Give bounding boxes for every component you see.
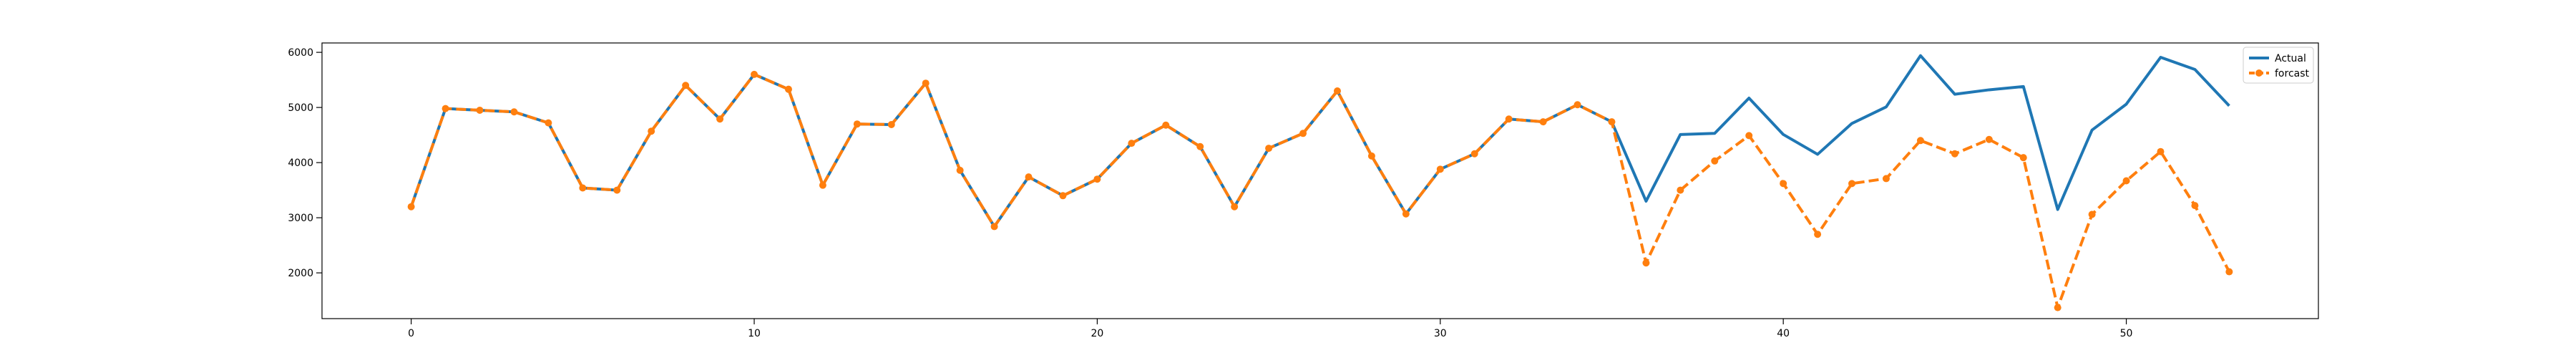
- legend-entry-0: Actual: [2249, 53, 2306, 64]
- series-layer: [407, 54, 2233, 311]
- data-point: [751, 70, 758, 78]
- data-point: [1916, 137, 1924, 145]
- data-point: [545, 119, 552, 127]
- data-point: [1505, 115, 1513, 123]
- data-point: [1196, 142, 1204, 150]
- y-tick-label: 2000: [288, 268, 313, 279]
- data-point: [922, 79, 930, 87]
- data-point: [1059, 192, 1067, 200]
- legend-marker: [2255, 69, 2263, 77]
- data-point: [716, 115, 724, 123]
- data-point: [510, 108, 518, 116]
- data-point: [990, 223, 998, 231]
- data-point: [1848, 180, 1856, 188]
- data-point: [407, 203, 415, 211]
- x-tick-label: 0: [408, 328, 414, 339]
- y-tick-label: 5000: [288, 102, 313, 114]
- series-1: [407, 70, 2233, 311]
- data-point: [613, 186, 621, 194]
- data-point: [2122, 177, 2130, 185]
- legend-label: Actual: [2275, 53, 2306, 64]
- data-point: [1436, 165, 1444, 173]
- x-tick-label: 50: [2120, 328, 2133, 339]
- data-point: [1539, 118, 1547, 126]
- data-point: [853, 120, 861, 128]
- legend: Actual forcast: [2243, 47, 2314, 84]
- data-point: [1128, 140, 1136, 147]
- data-point: [1574, 101, 1581, 109]
- x-tick-label: 20: [1091, 328, 1103, 339]
- data-point: [1951, 150, 1958, 158]
- data-point: [1745, 132, 1753, 140]
- data-point: [682, 82, 690, 90]
- data-point: [579, 184, 587, 192]
- data-point: [1780, 180, 1787, 188]
- data-point: [784, 85, 792, 93]
- data-point: [1265, 145, 1273, 153]
- data-point: [1882, 175, 1890, 183]
- data-point: [1367, 152, 1375, 160]
- data-point: [2054, 304, 2062, 311]
- legend-entry-1: forcast: [2249, 68, 2310, 79]
- data-point: [441, 105, 449, 112]
- y-tick-label: 6000: [288, 47, 313, 59]
- data-point: [1299, 130, 1307, 137]
- y-tick-label: 3000: [288, 213, 313, 224]
- data-point: [1642, 259, 1650, 267]
- data-point: [1677, 186, 1684, 194]
- data-point: [1093, 175, 1101, 183]
- y-tick-label: 4000: [288, 158, 313, 169]
- data-point: [476, 106, 484, 114]
- data-point: [1231, 203, 1239, 211]
- legend-label: forcast: [2275, 68, 2310, 79]
- data-point: [1814, 231, 1822, 238]
- data-point: [1985, 135, 1993, 143]
- series-line-1: [409, 72, 2231, 309]
- data-point: [1608, 118, 1616, 126]
- plot-frame: [321, 42, 2319, 319]
- data-point: [2191, 202, 2199, 210]
- data-point: [1470, 150, 1478, 158]
- x-axis: 0 10 20 30 40 50: [408, 319, 2132, 339]
- data-point: [1711, 157, 1719, 165]
- data-point: [2088, 211, 2096, 218]
- data-point: [819, 181, 826, 189]
- data-point: [956, 166, 964, 174]
- data-point: [2019, 154, 2027, 162]
- data-point: [2157, 147, 2165, 155]
- data-point: [1333, 87, 1341, 95]
- x-tick-label: 30: [1434, 328, 1447, 339]
- data-point: [1025, 173, 1033, 181]
- data-point: [1162, 121, 1170, 129]
- series-line-0: [409, 54, 2230, 228]
- x-tick-label: 10: [748, 328, 761, 339]
- y-axis: 2000 3000 4000 5000 6000: [288, 47, 322, 279]
- data-point: [2225, 268, 2233, 276]
- data-point: [648, 127, 655, 135]
- series-0: [409, 54, 2230, 228]
- x-tick-label: 40: [1777, 328, 1790, 339]
- data-point: [887, 120, 895, 128]
- data-point: [1402, 210, 1410, 218]
